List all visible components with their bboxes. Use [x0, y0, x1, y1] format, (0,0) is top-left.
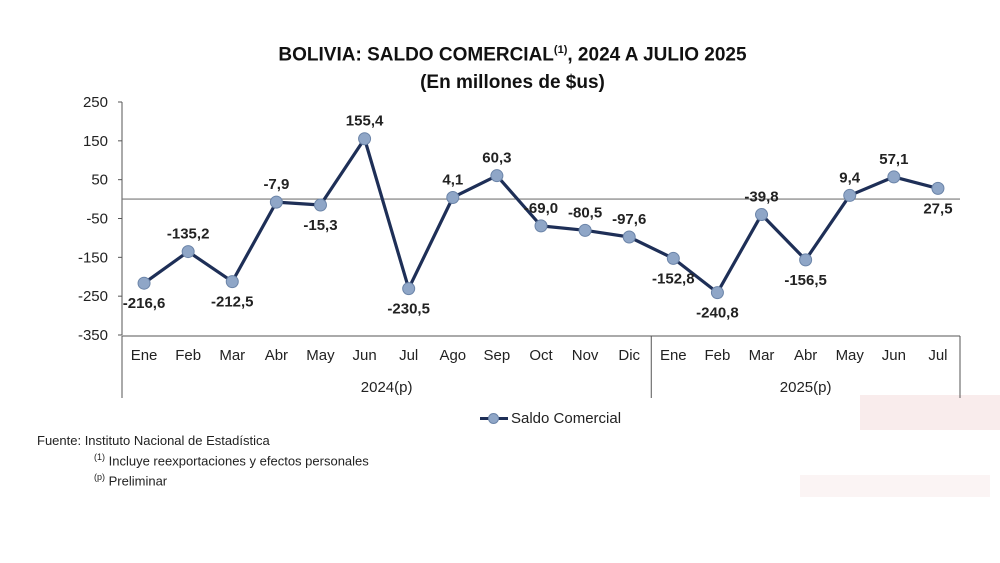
- x-tick-label: Mar: [219, 347, 245, 364]
- footnotes: Fuente: Instituto Nacional de Estadístic…: [37, 432, 369, 490]
- data-label: 155,4: [346, 113, 384, 130]
- data-point: [887, 170, 901, 184]
- x-tick-label: May: [306, 347, 335, 364]
- footnote-1: (1) Incluye reexportaciones y efectos pe…: [94, 452, 369, 469]
- group-label: 2024(p): [361, 379, 413, 396]
- data-point: [799, 253, 813, 267]
- data-label: -7,9: [263, 176, 289, 193]
- chart-subtitle: (En millones de $us): [420, 72, 605, 93]
- data-point: [931, 181, 945, 195]
- x-tick-label: Jun: [882, 347, 906, 364]
- x-tick-label: Ene: [660, 347, 687, 364]
- data-label: -135,2: [167, 226, 210, 243]
- data-point: [446, 190, 460, 204]
- x-tick-label: Jul: [399, 347, 418, 364]
- decorative-shape: [860, 395, 1000, 430]
- decorative-shape: [800, 475, 990, 497]
- data-point: [755, 208, 769, 222]
- x-tick-label: Feb: [175, 347, 201, 364]
- x-tick-label: Ene: [131, 347, 158, 364]
- x-tick-label: Abr: [794, 347, 817, 364]
- data-point: [710, 286, 724, 300]
- footnote-2: (p) Preliminar: [94, 472, 168, 489]
- y-tick-label: -50: [86, 211, 108, 228]
- data-label: 9,4: [839, 169, 861, 186]
- y-tick-label: 50: [91, 172, 108, 189]
- group-label: 2025(p): [780, 379, 832, 396]
- data-label: -240,8: [696, 305, 739, 322]
- data-label: 27,5: [923, 200, 952, 217]
- data-point: [181, 245, 195, 259]
- data-point: [534, 219, 548, 233]
- x-tick-label: May: [836, 347, 865, 364]
- source-note: Fuente: Instituto Nacional de Estadístic…: [37, 433, 270, 448]
- data-point: [313, 198, 327, 212]
- data-label: -39,8: [744, 189, 778, 206]
- data-label: 4,1: [442, 171, 463, 188]
- x-tick-label: Mar: [749, 347, 775, 364]
- chart-title: BOLIVIA: SALDO COMERCIAL(1), 2024 A JULI…: [278, 44, 747, 66]
- legend-label: Saldo Comercial: [511, 409, 622, 427]
- data-label: -230,5: [387, 301, 430, 318]
- data-label: -69,0: [524, 200, 558, 217]
- y-tick-label: -350: [78, 327, 108, 344]
- data-label: -80,5: [568, 204, 602, 221]
- data-point: [622, 230, 636, 244]
- data-label: -212,5: [211, 294, 254, 311]
- x-tick-label: Jun: [352, 347, 376, 364]
- data-label: -156,5: [784, 272, 827, 289]
- data-label: -152,8: [652, 270, 695, 287]
- data-point: [666, 251, 680, 265]
- y-tick-label: 250: [83, 94, 108, 111]
- x-tick-label: Jul: [928, 347, 947, 364]
- x-tick-label: Dic: [618, 347, 640, 364]
- data-point: [225, 275, 239, 289]
- data-label: -216,6: [123, 295, 166, 312]
- line-chart: 250 150 50 -50 -150 -250 -350 Ene Feb Mar Abr May Ju…: [78, 94, 961, 398]
- x-tick-label: Sep: [484, 347, 511, 364]
- data-point: [578, 223, 592, 237]
- data-point: [137, 276, 151, 290]
- data-label: -97,6: [612, 211, 646, 228]
- x-tick-label: Feb: [704, 347, 730, 364]
- legend: Saldo Comercial: [480, 408, 621, 428]
- x-tick-label: Abr: [265, 347, 288, 364]
- x-tick-label: Oct: [529, 347, 553, 364]
- x-tick-label: Ago: [439, 347, 466, 364]
- y-tick-label: 150: [83, 133, 108, 150]
- data-point: [358, 132, 372, 146]
- x-tick-label: Nov: [572, 347, 599, 364]
- data-point: [490, 169, 504, 183]
- data-label: 60,3: [482, 150, 511, 167]
- y-tick-label: -250: [78, 288, 108, 305]
- data-label: -15,3: [303, 217, 337, 234]
- data-label: 57,1: [879, 151, 908, 168]
- data-point: [843, 188, 857, 202]
- data-point: [402, 282, 416, 296]
- y-tick-label: -150: [78, 249, 108, 266]
- data-point: [269, 195, 283, 209]
- legend-marker: [480, 410, 508, 426]
